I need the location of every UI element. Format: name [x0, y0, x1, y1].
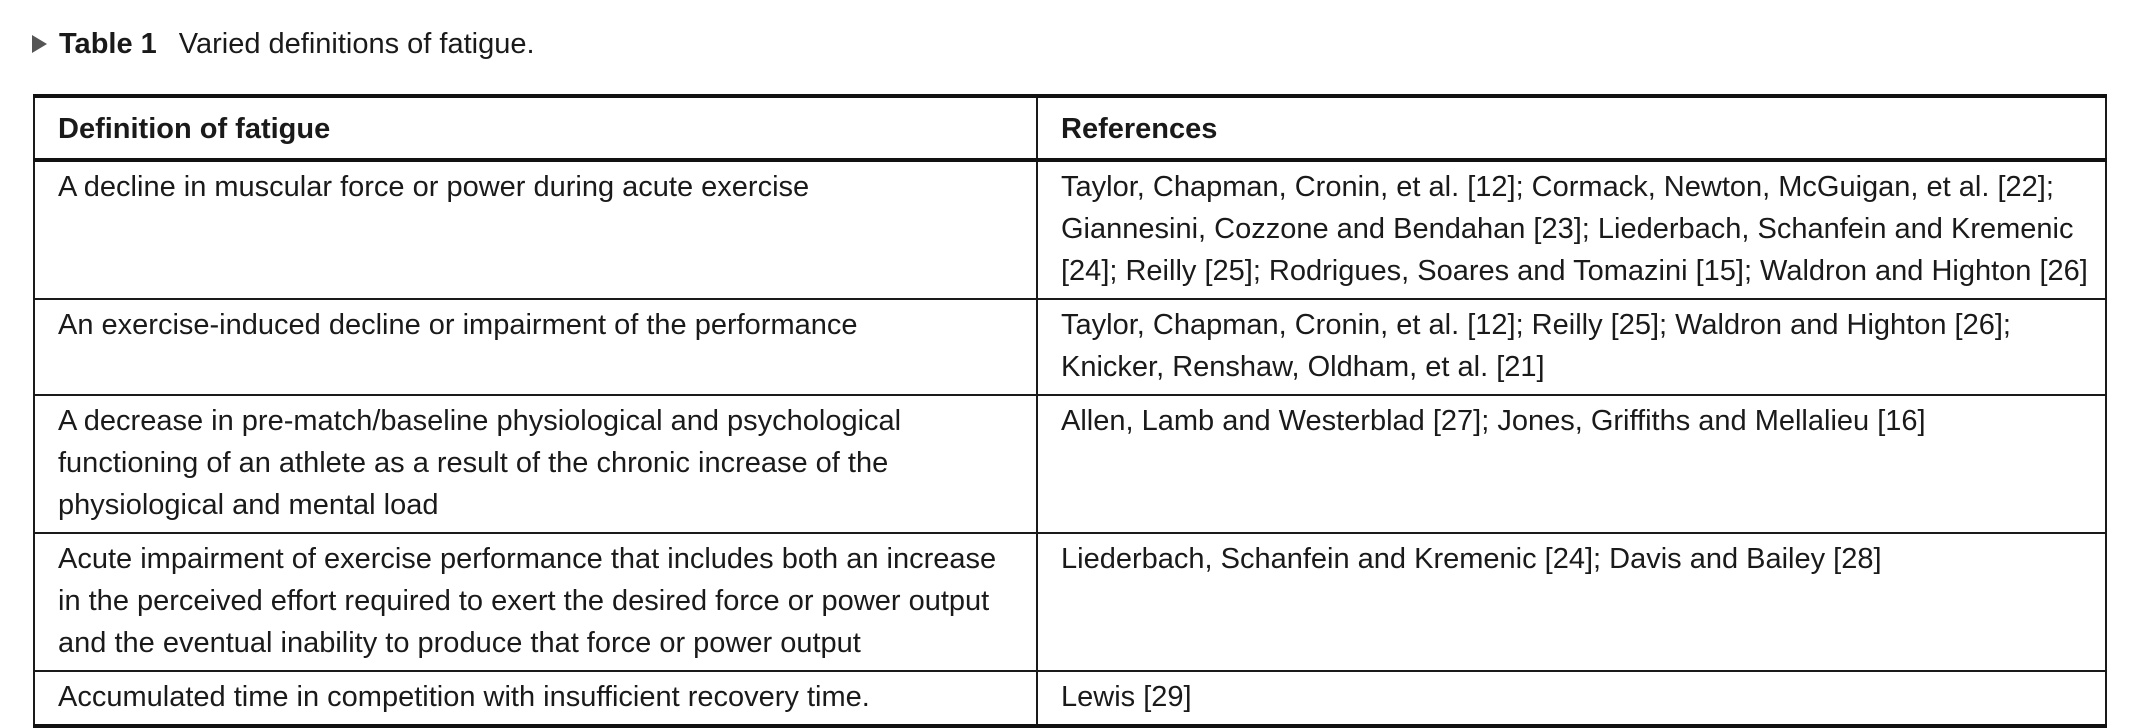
- header-row: Definition of fatigue References: [33, 94, 2107, 162]
- caption-triangle-icon: [32, 35, 47, 53]
- fatigue-definitions-table-wrapper: Definition of fatigue References A decli…: [33, 94, 2107, 728]
- table-row: Acute impairment of exercise performance…: [33, 532, 2107, 672]
- table-row: A decrease in pre-match/baseline physiol…: [33, 394, 2107, 534]
- table-row: An exercise-induced decline or impairmen…: [33, 298, 2107, 396]
- references-cell: Taylor, Chapman, Cronin, et al. [12]; Re…: [1036, 298, 2107, 396]
- references-cell: Liederbach, Schanfein and Kremenic [24];…: [1036, 532, 2107, 672]
- definition-cell: An exercise-induced decline or impairmen…: [33, 298, 1038, 396]
- definition-cell: A decrease in pre-match/baseline physiol…: [33, 394, 1038, 534]
- definition-cell: Accumulated time in competition with ins…: [33, 670, 1038, 728]
- table-row: A decline in muscular force or power dur…: [33, 159, 2107, 300]
- caption-text: Varied definitions of fatigue.: [178, 28, 535, 60]
- references-cell: Lewis [29]: [1036, 670, 2107, 728]
- definition-cell: Acute impairment of exercise performance…: [33, 532, 1038, 672]
- table-body: A decline in muscular force or power dur…: [33, 159, 2107, 728]
- caption-label: Table 1: [59, 28, 157, 60]
- definition-cell: A decline in muscular force or power dur…: [33, 159, 1038, 300]
- table-row: Accumulated time in competition with ins…: [33, 670, 2107, 728]
- header-definition: Definition of fatigue: [33, 94, 1038, 162]
- header-references: References: [1036, 94, 2107, 162]
- references-cell: Allen, Lamb and Westerblad [27]; Jones, …: [1036, 394, 2107, 534]
- fatigue-definitions-table: Definition of fatigue References A decli…: [33, 94, 2107, 728]
- table-caption: Table 1 Varied definitions of fatigue.: [32, 22, 535, 66]
- table-header: Definition of fatigue References: [33, 94, 2107, 162]
- references-cell: Taylor, Chapman, Cronin, et al. [12]; Co…: [1036, 159, 2107, 300]
